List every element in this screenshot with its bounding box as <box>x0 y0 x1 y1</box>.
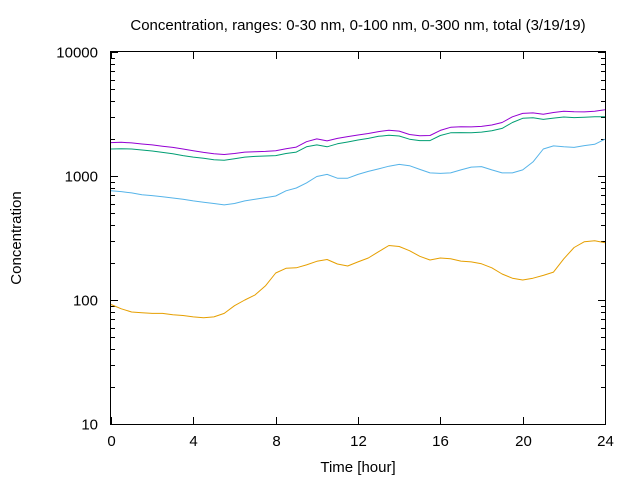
y-axis-label: Concentration <box>8 191 25 284</box>
x-tick-label: 20 <box>515 433 532 450</box>
x-tick-label: 8 <box>272 433 280 450</box>
series-line-3 <box>110 116 605 161</box>
series-line-2 <box>110 138 606 206</box>
plot-frame <box>110 51 606 425</box>
y-axis: 10 100 1000 10000 <box>56 45 605 434</box>
series-line-1 <box>110 240 606 319</box>
x-tick-label: 16 <box>432 433 449 450</box>
series-line-4 <box>110 109 606 155</box>
y-tick-label: 1000 <box>65 169 98 186</box>
x-tick-label: 4 <box>189 433 197 450</box>
y-tick-label: 10000 <box>56 45 98 62</box>
y-tick-label: 100 <box>73 293 98 310</box>
y-tick-label: 10 <box>81 417 98 434</box>
x-tick-label: 12 <box>350 433 367 450</box>
x-axis-label: Time [hour] <box>320 459 395 476</box>
x-tick-label: 24 <box>597 433 614 450</box>
chart-title: Concentration, ranges: 0-30 nm, 0-100 nm… <box>130 17 585 34</box>
series-group <box>110 109 606 319</box>
x-tick-label: 0 <box>107 433 115 450</box>
x-axis: 0 4 8 12 16 20 24 <box>107 52 614 450</box>
